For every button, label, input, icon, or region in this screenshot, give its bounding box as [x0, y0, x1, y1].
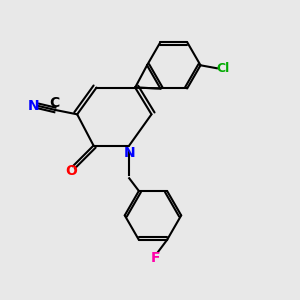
- Text: O: O: [65, 164, 77, 178]
- Text: N: N: [123, 146, 135, 160]
- Text: N: N: [27, 99, 39, 113]
- Text: Cl: Cl: [216, 62, 230, 75]
- Text: C: C: [49, 96, 59, 110]
- Text: F: F: [151, 251, 160, 265]
